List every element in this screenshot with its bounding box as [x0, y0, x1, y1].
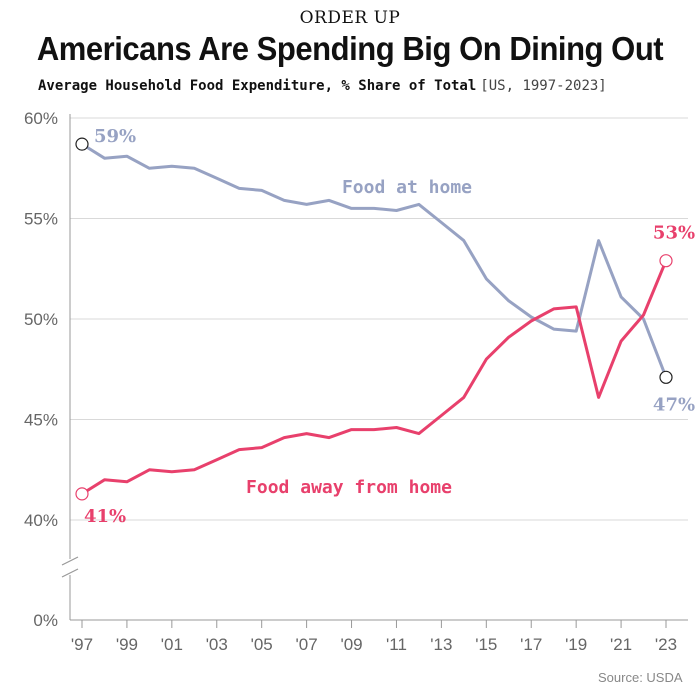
series-line-food-away — [80, 259, 668, 496]
data-label-home-end: 47% — [653, 394, 695, 415]
marker-home-end — [659, 370, 673, 384]
y-tick-label: 40% — [24, 511, 58, 530]
marker-home-start — [75, 137, 89, 151]
x-tick-label: '17 — [520, 635, 542, 654]
marker-away-end — [659, 254, 673, 268]
y-tick-label: 45% — [24, 411, 58, 430]
series-label-food-at-home: Food at home — [342, 177, 472, 198]
axis-break-mark — [61, 556, 79, 566]
y-tick-label: 55% — [24, 210, 58, 229]
x-tick-label: '23 — [655, 635, 677, 654]
x-tick-label: '97 — [71, 635, 93, 654]
x-tick-label: '01 — [161, 635, 183, 654]
x-tick-label: '11 — [386, 635, 407, 654]
series-label-food-away: Food away from home — [246, 477, 452, 498]
axis-break-mark — [61, 568, 79, 578]
series-line-food-at-home — [80, 142, 668, 379]
chart-subtitle: Average Household Food Expenditure, % Sh… — [38, 78, 607, 94]
chart-title: Americans Are Spending Big On Dining Out — [36, 30, 664, 67]
x-tick-label: '09 — [340, 635, 362, 654]
subtitle-text: Average Household Food Expenditure, % Sh… — [38, 78, 477, 94]
axes: 0% 40% 45% 50% 55% 60% '97 '99 '01 '03 '05 '07 '09 '1… — [24, 109, 677, 654]
series-lines — [80, 142, 668, 496]
marker-away-start — [75, 487, 89, 501]
x-tick-label: '15 — [475, 635, 497, 654]
source-note: Source: USDA — [598, 670, 683, 685]
gridlines — [70, 117, 688, 621]
data-label-away-start: 41% — [84, 506, 126, 527]
y-tick-label: 60% — [24, 109, 58, 128]
chart-kicker: ORDER UP — [299, 8, 401, 28]
x-tick-label: '19 — [565, 635, 587, 654]
x-tick-label: '13 — [430, 635, 452, 654]
x-tick-label: '05 — [251, 635, 273, 654]
subtitle-range: [US, 1997-2023] — [480, 78, 607, 94]
x-tick-label: '03 — [206, 635, 228, 654]
x-tick-label: '21 — [610, 635, 632, 654]
x-tick-label: '07 — [296, 635, 318, 654]
x-tick-label: '99 — [116, 635, 138, 654]
y-tick-label: 50% — [24, 310, 58, 329]
data-label-home-start: 59% — [94, 126, 136, 147]
data-labels: 59% 41% 47% 53% Food at home Food away from h… — [75, 126, 695, 527]
data-label-away-end: 53% — [653, 223, 695, 244]
y-tick-label: 0% — [33, 611, 58, 630]
